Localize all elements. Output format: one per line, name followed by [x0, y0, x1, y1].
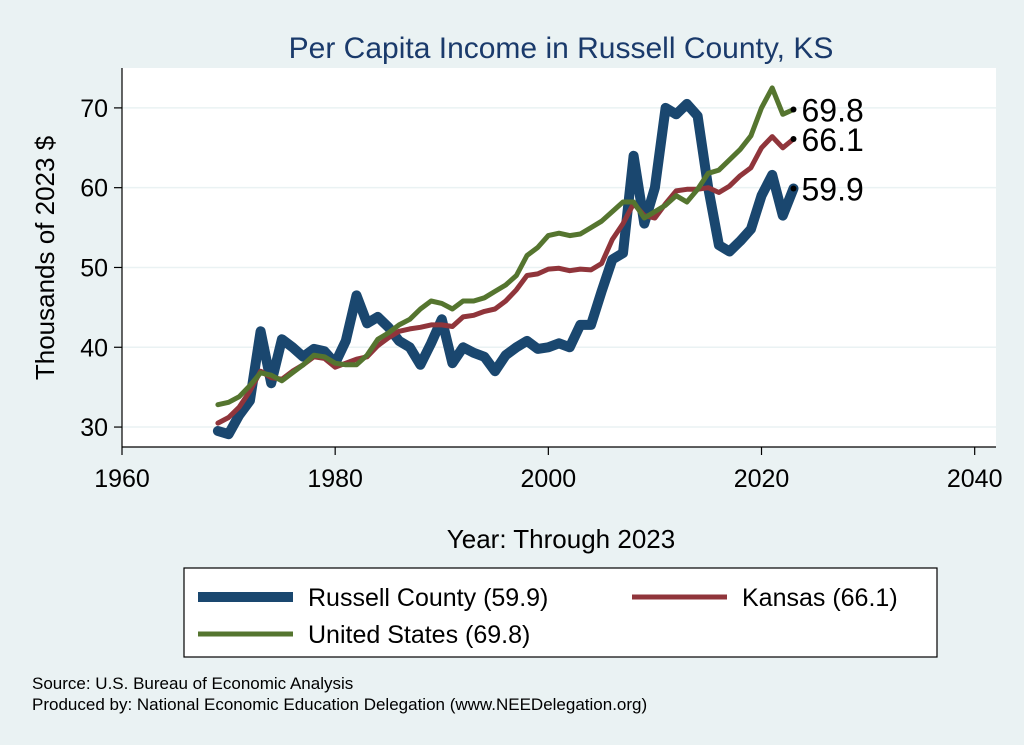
x-tick-label-2000: 2000: [521, 465, 577, 493]
legend-box: [183, 567, 938, 658]
x-tick-label-1980: 1980: [307, 465, 363, 493]
y-tick-label-50: 50: [80, 254, 108, 282]
end-labels: 59.9 66.169.8: [790, 92, 864, 207]
x-ticks: 1960 1980 2000 2020 2040: [94, 447, 1002, 493]
legend-label-us: United States (69.8): [308, 621, 530, 649]
series-line-russell-county: [212, 98, 799, 440]
legend-label-kansas: Kansas (66.1): [742, 584, 898, 612]
x-tick-label-2040: 2040: [947, 465, 1003, 493]
x-tick-label-2020: 2020: [734, 465, 790, 493]
series-line-united-states: [215, 85, 796, 408]
y-axis-title: Thousands of 2023 $: [30, 135, 60, 380]
y-tick-label-60: 60: [80, 175, 108, 203]
source-note: Source: U.S. Bureau of Economic Analysis: [32, 674, 353, 693]
axes: [121, 68, 996, 448]
end-label-russell-county: 59.9: [801, 171, 863, 207]
legend-label-russell: Russell County (59.9): [308, 584, 548, 612]
series-layer: [212, 85, 799, 440]
chart-title: Per Capita Income in Russell County, KS: [289, 32, 834, 65]
end-marker-kansas: [790, 136, 797, 143]
x-axis-title: Year: Through 2023: [447, 524, 675, 554]
legend: Russell County (59.9) Kansas (66.1) Unit…: [183, 567, 938, 658]
y-tick-label-70: 70: [80, 95, 108, 123]
end-marker-united-states: [790, 106, 797, 113]
x-tick-label-1960: 1960: [94, 465, 150, 493]
end-marker-russell-county: [790, 185, 797, 192]
y-ticks: 30 40 50 60 70: [80, 95, 122, 442]
y-tick-label-30: 30: [80, 414, 108, 442]
produced-by-note: Produced by: National Economic Education…: [32, 695, 647, 714]
end-label-kansas: 66.1: [801, 122, 863, 158]
end-label-united-states: 69.8: [801, 92, 863, 128]
y-tick-label-40: 40: [80, 334, 108, 362]
